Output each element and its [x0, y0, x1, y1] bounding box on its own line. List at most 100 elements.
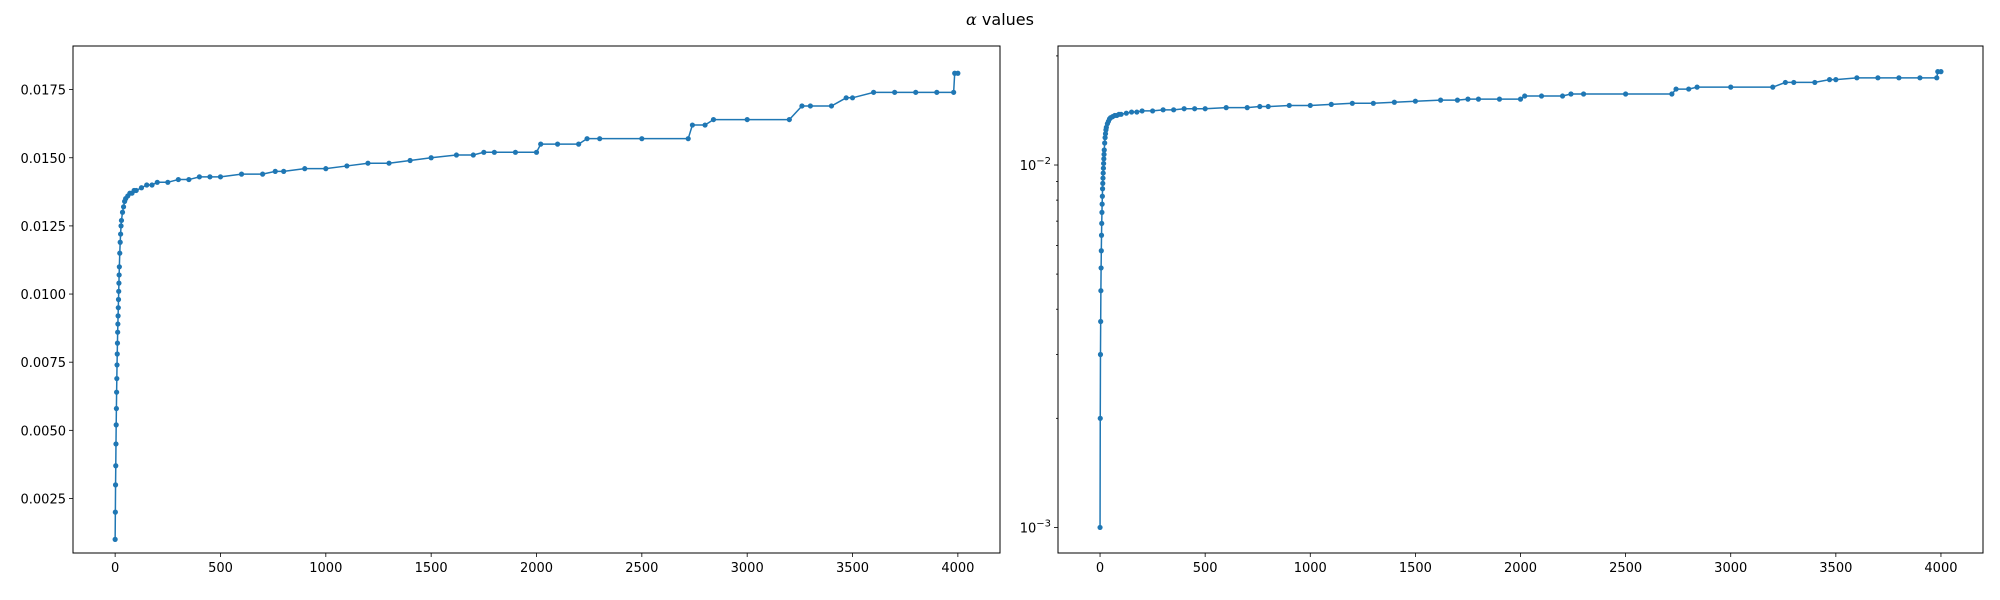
data-point — [1934, 75, 1940, 81]
data-point — [115, 329, 121, 335]
data-point — [1517, 96, 1524, 102]
data-point — [1099, 193, 1105, 199]
data-point — [533, 149, 540, 155]
data-point — [186, 176, 192, 183]
data-point — [1812, 79, 1818, 86]
data-point — [114, 340, 121, 346]
data-point — [365, 160, 371, 166]
data-point — [1100, 180, 1106, 186]
series-line — [114, 72, 958, 540]
data-point — [138, 185, 145, 191]
data-point — [1896, 75, 1902, 81]
data-point — [118, 231, 124, 237]
data-point — [428, 155, 434, 161]
data-point — [113, 422, 119, 428]
data-point — [512, 149, 519, 155]
data-point — [470, 152, 476, 158]
data-point — [1102, 131, 1109, 137]
data-point — [1538, 93, 1545, 99]
data-point — [1438, 97, 1444, 103]
data-point — [217, 174, 224, 180]
data-point — [1100, 175, 1106, 181]
data-point — [1098, 265, 1104, 271]
data-point — [1223, 105, 1229, 111]
x-tick-label: 0 — [111, 561, 119, 576]
data-point — [955, 70, 961, 76]
x-tick-label: 1500 — [1399, 561, 1432, 576]
data-point — [1118, 111, 1124, 117]
data-point — [1099, 186, 1106, 192]
data-point — [196, 174, 203, 180]
data-point — [1917, 75, 1923, 81]
x-tick-label: 1000 — [309, 561, 342, 576]
x-tick-label: 2000 — [520, 561, 553, 576]
y-tick-label: 0.0175 — [21, 84, 67, 99]
y-tick-label-exponent: −2 — [1036, 156, 1051, 167]
data-point — [1454, 97, 1461, 103]
data-point — [115, 296, 122, 303]
data-point — [114, 389, 120, 395]
x-tick-label: 2500 — [625, 561, 658, 576]
data-point — [1101, 151, 1107, 157]
data-point — [702, 122, 708, 128]
x-tick-label: 3000 — [1714, 561, 1747, 576]
data-point — [1097, 524, 1103, 531]
data-point — [112, 482, 119, 488]
data-point — [1099, 209, 1105, 216]
data-point — [207, 174, 213, 180]
y-tick-label: 0.0025 — [21, 492, 67, 507]
axes-frame — [72, 45, 1001, 554]
data-point — [1686, 86, 1692, 92]
data-point — [1391, 99, 1397, 105]
data-point — [117, 239, 123, 245]
data-point — [554, 141, 561, 147]
data-point — [1412, 98, 1418, 104]
data-point — [154, 179, 160, 185]
data-point — [1559, 93, 1566, 99]
series-line — [1099, 70, 1941, 528]
data-point — [116, 280, 122, 286]
data-point — [1349, 100, 1355, 106]
figure-title-symbol: α — [966, 10, 977, 29]
data-point — [120, 204, 127, 210]
data-point — [639, 136, 645, 142]
data-point — [1669, 91, 1675, 97]
data-point — [1123, 110, 1129, 116]
data-point — [302, 166, 308, 172]
data-point — [1244, 105, 1250, 111]
data-point — [1694, 84, 1700, 90]
y-tick-label: 0.0150 — [21, 152, 67, 167]
data-point — [112, 509, 118, 515]
data-point — [1623, 91, 1629, 97]
data-point — [1496, 96, 1503, 102]
data-point — [1286, 102, 1292, 109]
data-point — [799, 103, 805, 109]
data-point — [1160, 107, 1166, 113]
data-point — [281, 168, 287, 174]
data-point — [144, 182, 150, 188]
data-point — [1568, 91, 1574, 97]
data-point — [112, 536, 118, 542]
data-point — [491, 149, 497, 155]
data-point — [113, 463, 119, 469]
y-tick-label: 0.0075 — [21, 356, 67, 371]
y-tick-label: 10−3 — [1020, 518, 1051, 536]
data-point — [116, 272, 122, 278]
data-point — [1097, 415, 1103, 421]
data-point — [1101, 147, 1107, 153]
data-point — [710, 116, 717, 123]
data-point — [1139, 108, 1145, 114]
data-point — [117, 250, 123, 256]
data-point — [1475, 96, 1482, 102]
data-point — [1150, 108, 1156, 114]
x-tick-label: 3500 — [1819, 561, 1852, 576]
data-point — [1128, 109, 1135, 115]
data-point — [114, 351, 120, 357]
figure-title-text: values — [976, 10, 1034, 29]
data-point — [1580, 91, 1587, 97]
data-point — [1101, 156, 1107, 162]
data-point — [118, 223, 124, 229]
data-point — [115, 313, 121, 319]
data-point — [114, 375, 120, 382]
